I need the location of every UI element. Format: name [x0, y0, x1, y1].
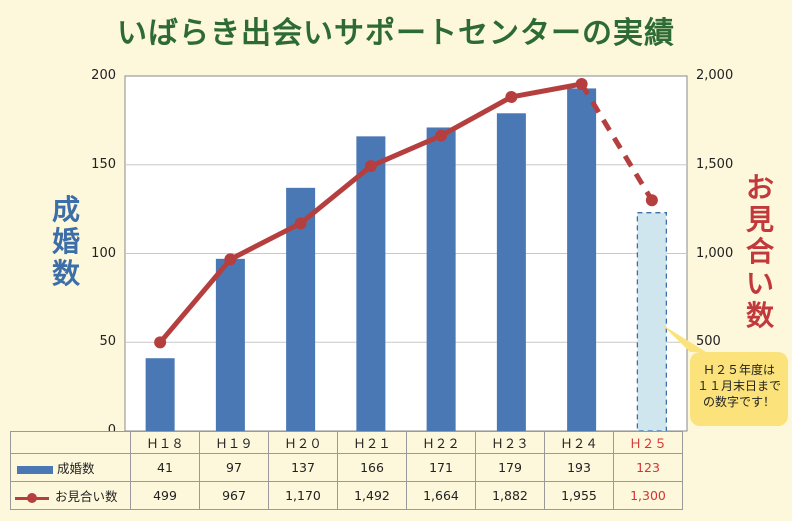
y-left-tick-label: 200 — [91, 68, 116, 83]
bar-series-name: 成婚数 — [57, 461, 95, 476]
line-point — [575, 77, 588, 90]
category-label: Ｈ２２ — [406, 431, 476, 454]
line-segment-projected — [579, 82, 655, 202]
category-label: Ｈ１８ — [130, 431, 200, 454]
chart-title: いばらき出会いサポートセンターの実績 — [117, 16, 675, 51]
line-value-cell: 1,300 — [613, 481, 683, 510]
callout-note: Ｈ２５年度は １１月末日まで の数字です！ — [696, 363, 781, 409]
bar-value-cell: 137 — [268, 453, 338, 482]
category-label: Ｈ２０ — [268, 431, 338, 454]
data-table: Ｈ１８ Ｈ１９ Ｈ２０ Ｈ２１ Ｈ２２ Ｈ２３ Ｈ２４ Ｈ２５ 成婚数 41 97 137 166 1… — [10, 431, 683, 510]
table-row-categories: Ｈ１８ Ｈ１９ Ｈ２０ Ｈ２１ Ｈ２２ Ｈ２３ Ｈ２４ Ｈ２５ — [10, 431, 683, 454]
line-segment — [157, 256, 233, 345]
line-segment — [298, 163, 374, 226]
bar-value-cell: 171 — [406, 453, 476, 482]
line-point — [224, 253, 237, 266]
line-value-cell: 1,170 — [268, 481, 338, 510]
y-left-tick-label: 100 — [91, 245, 116, 261]
bar — [496, 113, 526, 432]
category-label: Ｈ１９ — [199, 431, 269, 454]
legend-line-series: お見合い数 — [10, 481, 131, 510]
y-left-tick-label: 0 — [107, 423, 116, 438]
bar — [356, 136, 386, 431]
y-right-tick-label: 1,000 — [696, 245, 734, 261]
bar-projected — [636, 212, 668, 432]
bar-value-cell: 166 — [337, 453, 407, 482]
line-value-cell: 1,664 — [406, 481, 476, 510]
line-point — [435, 129, 448, 142]
table-row-line: お見合い数 499 967 1,170 1,492 1,664 1,882 1,955 1,3… — [10, 481, 683, 510]
bar-value-cell: 123 — [613, 453, 683, 482]
table-corner — [10, 431, 131, 454]
y-right-tick-label: 2,000 — [696, 68, 734, 83]
callout-pointer — [661, 324, 706, 352]
bar-swatch — [17, 465, 53, 474]
bar-value-cell: 179 — [475, 453, 545, 482]
line-swatch — [15, 492, 49, 504]
bar — [426, 127, 456, 431]
line-segment — [508, 81, 585, 100]
line-point — [505, 90, 518, 103]
callout-bubble — [690, 352, 788, 426]
right-axis-label: お見合い数 — [745, 171, 774, 332]
line-value-cell: 499 — [130, 481, 200, 510]
line-value-cell: 1,492 — [337, 481, 407, 510]
category-label: Ｈ２４ — [544, 431, 614, 454]
bar-value-cell: 193 — [544, 453, 614, 482]
line-point — [645, 194, 658, 207]
line-value-cell: 1,882 — [475, 481, 545, 510]
line-series-name: お見合い数 — [55, 489, 118, 504]
bar — [145, 358, 175, 431]
table-row-bars: 成婚数 41 97 137 166 171 179 193 123 — [10, 453, 683, 482]
left-axis-label: 成婚数 — [51, 193, 80, 290]
line-point — [364, 160, 377, 173]
bar — [215, 258, 245, 431]
line-segment — [438, 94, 514, 139]
line-segment — [368, 133, 444, 169]
bar — [567, 88, 597, 432]
line-value-cell: 967 — [199, 481, 269, 510]
line-point — [294, 217, 307, 230]
bar-value-cell: 41 — [130, 453, 200, 482]
line-segment — [227, 220, 304, 262]
category-label: Ｈ２３ — [475, 431, 545, 454]
legend-bar-series: 成婚数 — [10, 453, 131, 482]
category-label: Ｈ２１ — [337, 431, 407, 454]
line-point — [154, 336, 167, 349]
y-right-tick-label: 500 — [696, 334, 721, 350]
y-left-tick-label: 150 — [91, 156, 116, 172]
y-left-tick-label: 50 — [99, 334, 116, 350]
y-right-tick-label: 1,500 — [696, 156, 734, 172]
category-label: Ｈ２５ — [613, 431, 683, 454]
bar-value-cell: 97 — [199, 453, 269, 482]
line-value-cell: 1,955 — [544, 481, 614, 510]
